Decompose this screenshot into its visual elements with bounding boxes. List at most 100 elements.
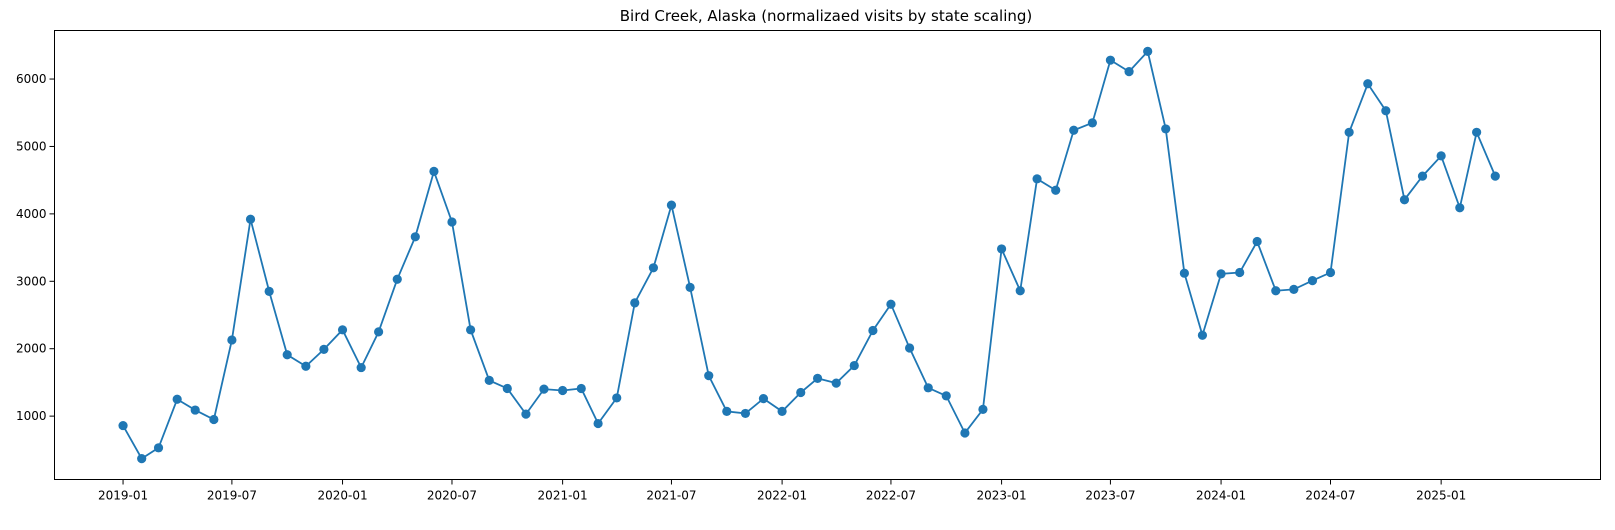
data-point: [941, 391, 951, 401]
data-point: [1161, 124, 1171, 134]
x-tick-label: 2021-01: [538, 489, 588, 503]
data-point: [153, 443, 164, 453]
data-point: [978, 404, 988, 414]
data-point: [1455, 203, 1465, 213]
data-point: [227, 335, 237, 345]
data-point: [502, 383, 512, 394]
y-axis: 1000 2000 3000 4000 5000 6000: [16, 72, 55, 423]
data-point: [1179, 268, 1189, 278]
data-point: [904, 343, 915, 353]
data-point: [1032, 174, 1042, 184]
data-point: [1143, 46, 1153, 56]
x-tick-label: 2022-01: [757, 489, 807, 503]
data-point: [1015, 286, 1025, 296]
data-point: [685, 282, 695, 292]
data-point: [796, 387, 806, 398]
data-point: [849, 360, 859, 371]
y-tick-label: 6000: [16, 72, 47, 86]
x-tick-label: 2019-01: [98, 489, 148, 503]
data-point: [1325, 267, 1336, 278]
data-point: [539, 384, 549, 394]
data-point: [1235, 267, 1245, 278]
data-point: [264, 286, 274, 297]
data-point: [1490, 171, 1500, 181]
data-point: [576, 383, 586, 394]
data-point: [429, 166, 439, 177]
data-point: [630, 298, 640, 308]
data-point: [1344, 127, 1354, 137]
data-point: [190, 405, 200, 415]
data-point: [466, 325, 476, 335]
y-tick-label: 1000: [16, 409, 47, 423]
data-point: [1381, 106, 1391, 116]
data-point: [996, 244, 1007, 254]
x-axis: 2019-01 2019-07 2020-01 2020-07 2021-01 2021-…: [98, 479, 1466, 503]
data-point: [868, 325, 878, 336]
data-point: [648, 263, 659, 273]
data-point: [1252, 236, 1262, 247]
data-point: [923, 383, 933, 393]
data-point: [1472, 127, 1482, 137]
data-point: [1069, 125, 1079, 135]
data-point: [1271, 286, 1281, 296]
data-point: [758, 393, 769, 404]
series-line: [122, 49, 1497, 460]
data-point: [558, 385, 568, 396]
x-tick-label: 2020-07: [427, 489, 477, 503]
x-tick-label: 2023-07: [1085, 489, 1135, 503]
data-point: [410, 232, 420, 242]
plot-frame: [54, 30, 1601, 480]
x-tick-label: 2024-01: [1196, 489, 1246, 503]
data-point: [777, 406, 787, 417]
y-tick-label: 3000: [16, 274, 47, 288]
data-point: [374, 327, 384, 337]
data-point: [1124, 67, 1134, 77]
x-tick-label: 2024-07: [1305, 489, 1355, 503]
data-point: [1417, 171, 1428, 181]
x-tick-label: 2021-07: [646, 489, 696, 503]
y-tick-label: 4000: [16, 207, 47, 221]
data-point: [447, 217, 457, 227]
data-point: [704, 371, 714, 381]
data-point: [172, 394, 182, 404]
data-point: [301, 361, 311, 371]
data-point: [282, 350, 292, 360]
series-layer: [118, 46, 1500, 464]
data-point: [209, 414, 219, 425]
x-tick-label: 2019-07: [207, 489, 257, 503]
data-point: [1363, 79, 1373, 89]
data-point: [831, 378, 841, 388]
x-tick-label: 2023-01: [977, 489, 1027, 503]
y-tick-label: 2000: [16, 342, 47, 356]
data-point: [612, 393, 622, 403]
data-point: [593, 418, 603, 429]
x-tick-label: 2020-01: [317, 489, 367, 503]
data-point: [1289, 284, 1299, 294]
data-point: [1105, 55, 1116, 65]
data-point: [337, 325, 348, 335]
data-point: [137, 454, 147, 464]
data-point: [886, 299, 896, 309]
data-point: [812, 373, 823, 383]
data-point: [356, 362, 366, 373]
chart-title: Bird Creek, Alaska (normalizaed visits b…: [620, 7, 1033, 25]
data-point: [245, 214, 256, 224]
data-point: [1216, 269, 1226, 279]
data-point: [1197, 330, 1208, 340]
x-tick-label: 2025-01: [1416, 489, 1466, 503]
data-point: [1307, 276, 1318, 286]
data-point: [740, 408, 751, 419]
y-tick-label: 5000: [16, 139, 47, 153]
data-point: [666, 200, 677, 210]
x-tick-label: 2022-07: [866, 489, 916, 503]
data-point: [1087, 118, 1097, 128]
data-point: [1436, 151, 1446, 161]
data-point: [392, 274, 402, 284]
data-point: [960, 428, 970, 438]
data-point: [1399, 195, 1410, 205]
data-point: [521, 409, 531, 419]
data-point: [1051, 185, 1061, 195]
data-point: [484, 375, 494, 385]
